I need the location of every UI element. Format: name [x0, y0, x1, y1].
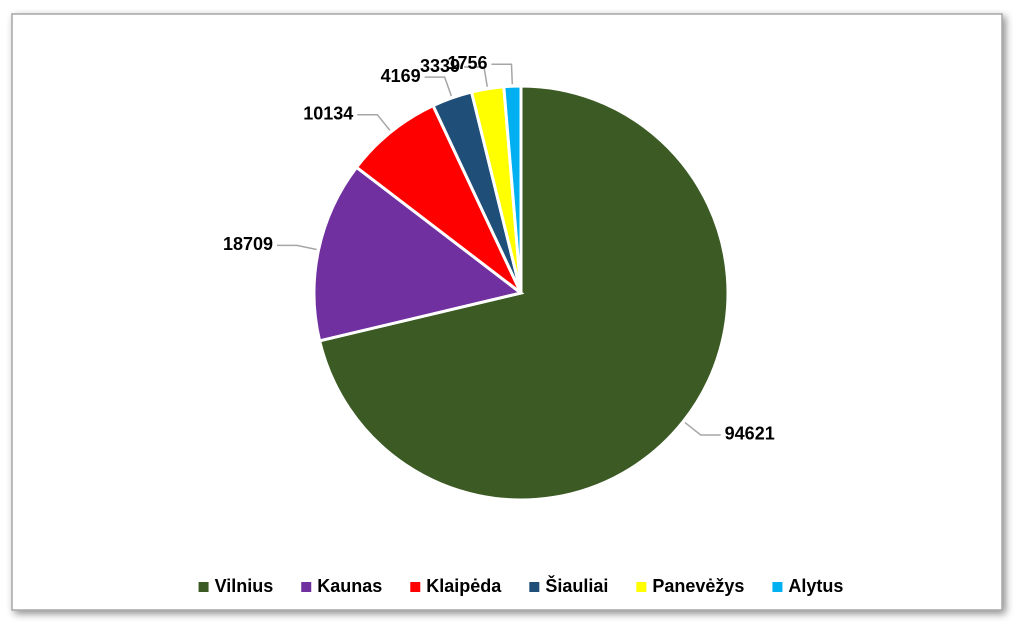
- leader-line: [684, 422, 721, 436]
- legend-swatch: [198, 582, 209, 592]
- legend-label: Vilnius: [215, 576, 274, 596]
- legend-label: Alytus: [788, 576, 843, 596]
- legend-swatch: [410, 582, 421, 592]
- pie-slice: [317, 84, 730, 502]
- legend-label: Šiauliai: [545, 575, 608, 596]
- legend-swatch: [301, 582, 312, 592]
- data-label: 1756: [447, 53, 487, 73]
- legend-swatch: [636, 582, 647, 592]
- data-label: 3339: [420, 56, 460, 76]
- leader-line: [424, 76, 453, 97]
- pie-slice: [354, 103, 523, 295]
- pie-slice: [502, 84, 523, 294]
- leader-line: [277, 244, 317, 251]
- leader-line: [491, 63, 514, 85]
- leader-line: [357, 113, 391, 131]
- leader-line: [464, 66, 488, 87]
- legend-swatch: [529, 582, 540, 592]
- data-label: 10134: [303, 103, 353, 123]
- legend-label: Kaunas: [317, 576, 382, 596]
- data-label: 4169: [381, 66, 421, 86]
- pie-slice: [312, 165, 525, 343]
- legend-label: Klaipėda: [426, 576, 502, 596]
- legend-swatch: [772, 582, 783, 592]
- legend-label: Panevėžys: [652, 576, 744, 596]
- data-label: 94621: [725, 424, 775, 444]
- data-label: 18709: [223, 234, 273, 254]
